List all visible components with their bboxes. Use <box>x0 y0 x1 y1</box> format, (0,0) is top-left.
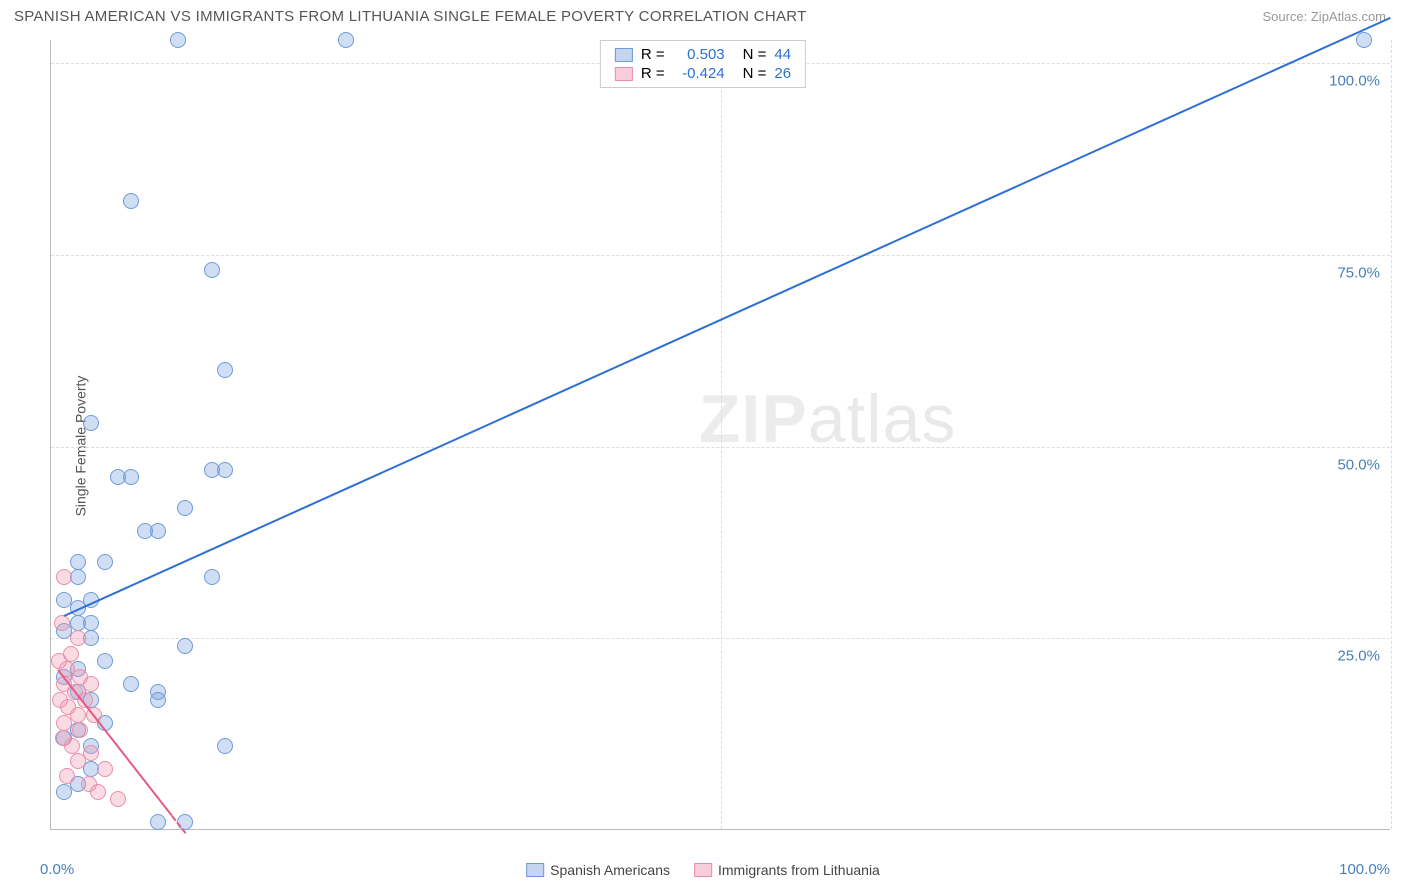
swatch-series-0 <box>615 48 633 62</box>
data-point <box>83 676 99 692</box>
series-legend: Spanish Americans Immigrants from Lithua… <box>526 862 880 878</box>
data-point <box>70 630 86 646</box>
data-point <box>97 653 113 669</box>
data-point <box>204 262 220 278</box>
data-point <box>70 753 86 769</box>
data-point <box>217 462 233 478</box>
legend-item-1: Immigrants from Lithuania <box>694 862 880 878</box>
series-name-1: Immigrants from Lithuania <box>718 862 880 878</box>
data-point <box>177 500 193 516</box>
correlation-legend: R = 0.503 N = 44 R = -0.424 N = 26 <box>600 40 806 88</box>
data-point <box>217 738 233 754</box>
swatch-series-1 <box>615 67 633 81</box>
data-point <box>204 569 220 585</box>
scatter-chart: ZIPatlas 25.0% 50.0% 75.0% 100.0% <box>50 40 1390 830</box>
data-point <box>110 469 126 485</box>
data-point <box>97 761 113 777</box>
chart-title: SPANISH AMERICAN VS IMMIGRANTS FROM LITH… <box>14 8 807 25</box>
r-label: R = <box>641 65 665 82</box>
data-point <box>64 738 80 754</box>
data-point <box>338 32 354 48</box>
data-point <box>110 791 126 807</box>
x-tick-label: 100.0% <box>1339 861 1390 878</box>
swatch-icon <box>694 863 712 877</box>
r-value-0: 0.503 <box>673 46 725 63</box>
y-tick-label: 50.0% <box>1337 456 1380 473</box>
data-point <box>150 814 166 830</box>
data-point <box>90 784 106 800</box>
data-point <box>123 193 139 209</box>
source-label: Source: ZipAtlas.com <box>1262 9 1386 24</box>
y-tick-label: 25.0% <box>1337 648 1380 665</box>
chart-header: SPANISH AMERICAN VS IMMIGRANTS FROM LITH… <box>0 0 1406 29</box>
gridline-v <box>1391 40 1392 829</box>
legend-row-series-1: R = -0.424 N = 26 <box>615 64 791 83</box>
data-point <box>150 523 166 539</box>
trend-line <box>64 17 1391 617</box>
r-label: R = <box>641 46 665 63</box>
series-name-0: Spanish Americans <box>550 862 670 878</box>
legend-item-0: Spanish Americans <box>526 862 670 878</box>
data-point <box>83 415 99 431</box>
data-point <box>177 638 193 654</box>
data-point <box>56 715 72 731</box>
data-point <box>1356 32 1372 48</box>
watermark-atlas: atlas <box>808 381 957 457</box>
data-point <box>72 722 88 738</box>
y-tick-label: 100.0% <box>1329 73 1380 90</box>
data-point <box>56 569 72 585</box>
data-point <box>150 692 166 708</box>
data-point <box>123 676 139 692</box>
r-value-1: -0.424 <box>673 65 725 82</box>
data-point <box>59 768 75 784</box>
data-point <box>56 784 72 800</box>
data-point <box>56 592 72 608</box>
data-point <box>70 554 86 570</box>
n-value-0: 44 <box>774 46 791 63</box>
n-value-1: 26 <box>774 65 791 82</box>
y-tick-label: 75.0% <box>1337 264 1380 281</box>
gridline-v <box>721 40 722 829</box>
data-point <box>97 554 113 570</box>
x-tick-label: 0.0% <box>40 861 74 878</box>
data-point <box>170 32 186 48</box>
data-point <box>54 615 70 631</box>
data-point <box>217 362 233 378</box>
n-label: N = <box>743 46 767 63</box>
legend-row-series-0: R = 0.503 N = 44 <box>615 45 791 64</box>
n-label: N = <box>743 65 767 82</box>
swatch-icon <box>526 863 544 877</box>
watermark-zip: ZIP <box>699 381 808 457</box>
